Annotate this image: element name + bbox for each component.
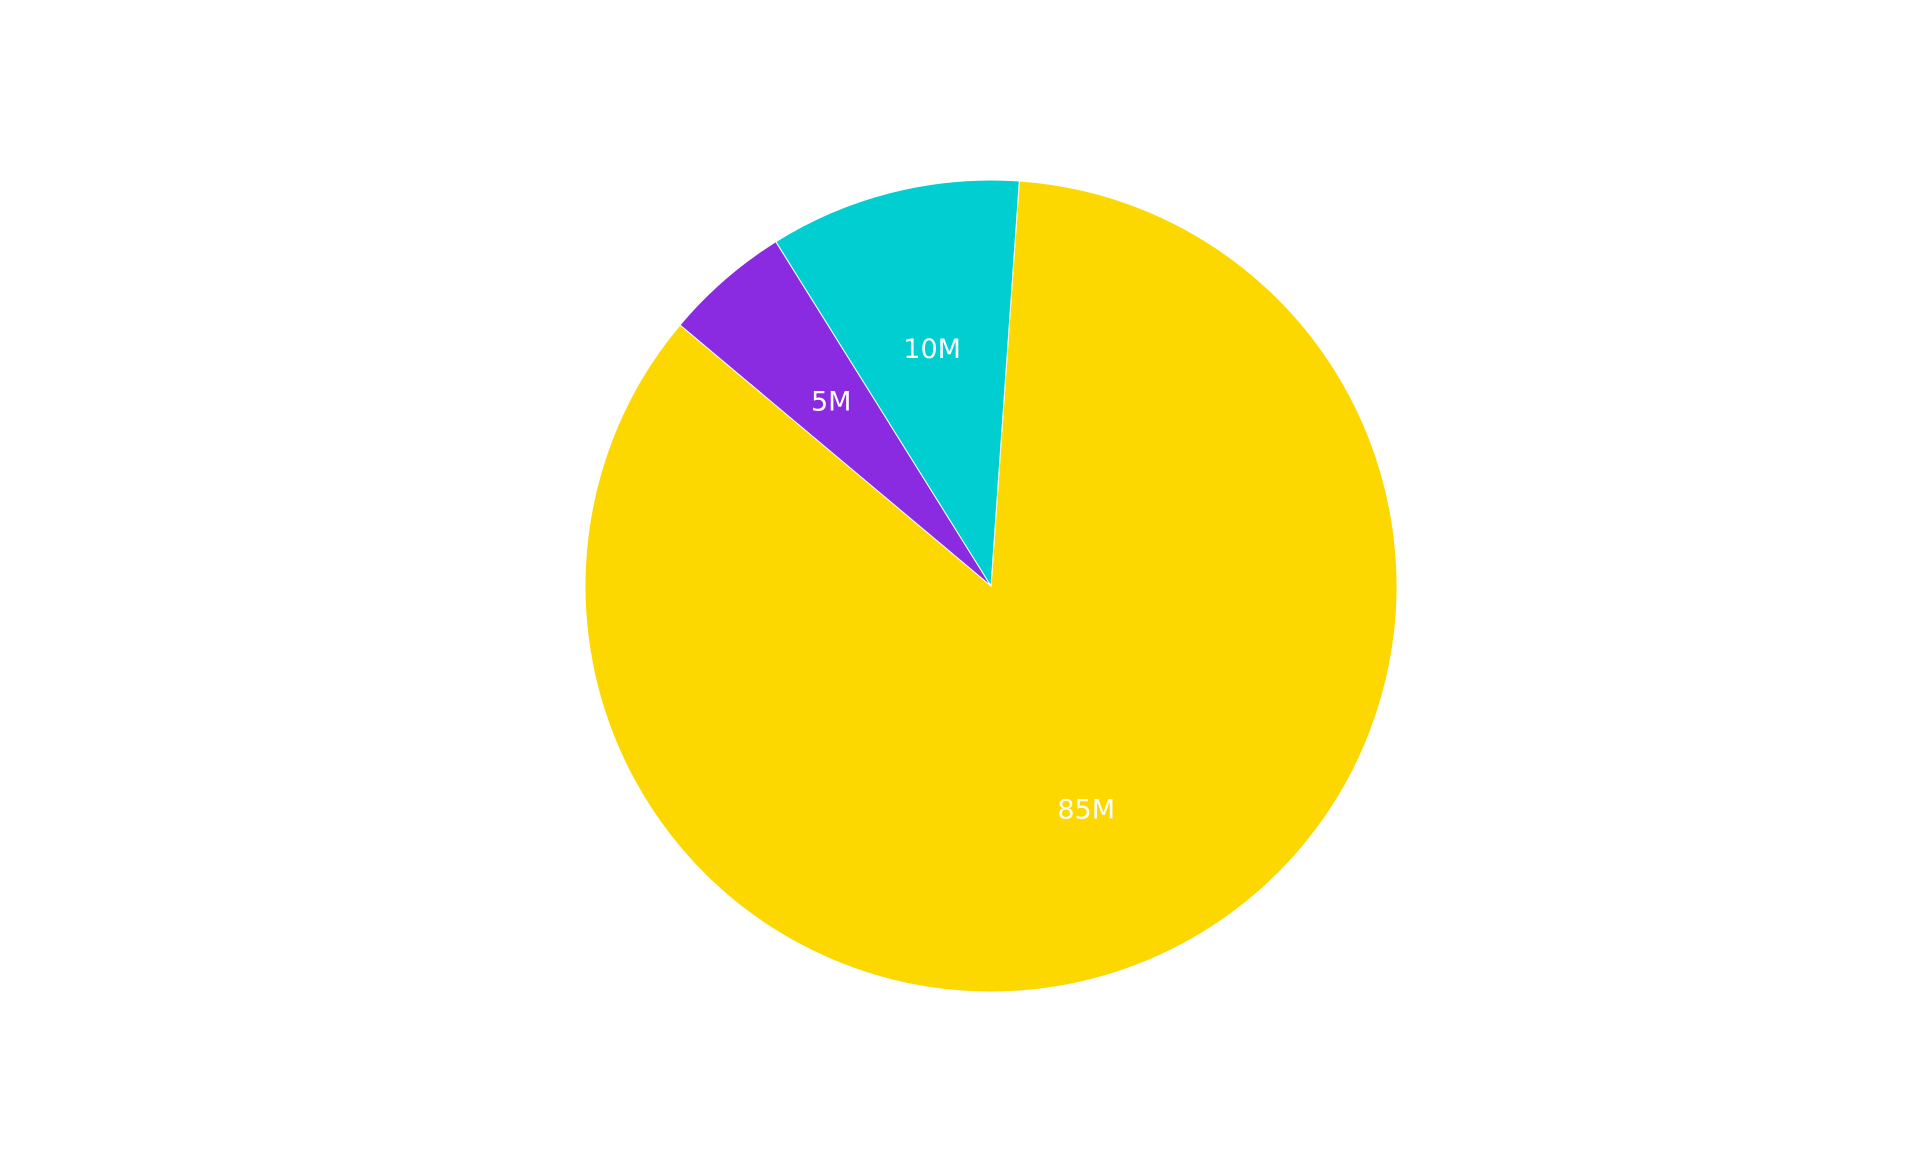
slice-value-label: 10M (903, 334, 961, 365)
pie-slices (584, 179, 1398, 993)
pie-value-labels: 85M 5M 10M (811, 334, 1115, 826)
pie-slice-10M (775, 179, 1020, 588)
slice-value-label: 5M (811, 387, 851, 418)
slice-value-label: 85M (1057, 795, 1115, 826)
